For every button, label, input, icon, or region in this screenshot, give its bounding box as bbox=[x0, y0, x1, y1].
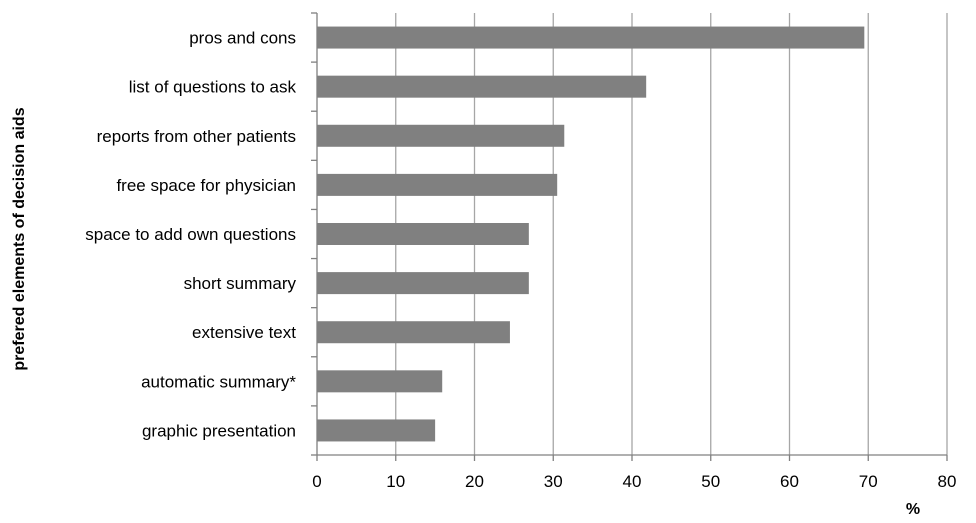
x-tick-label: 20 bbox=[465, 472, 484, 491]
x-tick-label: 0 bbox=[312, 472, 321, 491]
axes bbox=[311, 12, 948, 461]
category-label: short summary bbox=[184, 274, 297, 293]
category-label: reports from other patients bbox=[97, 127, 296, 146]
bar bbox=[317, 173, 558, 196]
bars bbox=[317, 26, 865, 442]
x-tick-label: 40 bbox=[623, 472, 642, 491]
bar bbox=[317, 124, 565, 147]
bar bbox=[317, 370, 443, 393]
category-label: automatic summary* bbox=[141, 372, 296, 391]
x-tick-label: 60 bbox=[780, 472, 799, 491]
category-label: graphic presentation bbox=[142, 421, 296, 440]
bar bbox=[317, 321, 510, 344]
x-tick-label: 30 bbox=[544, 472, 563, 491]
category-labels: pros and cons list of questions to ask rep… bbox=[85, 29, 296, 441]
category-label: list of questions to ask bbox=[129, 78, 297, 97]
x-tick-label: 70 bbox=[859, 472, 878, 491]
bar bbox=[317, 75, 647, 98]
category-label: space to add own questions bbox=[85, 225, 296, 244]
x-tick-label: 80 bbox=[938, 472, 957, 491]
category-label: pros and cons bbox=[189, 29, 296, 48]
bar bbox=[317, 419, 436, 442]
y-axis-title: prefered elements of decision aids bbox=[11, 107, 28, 370]
x-tick-label: 10 bbox=[386, 472, 405, 491]
category-label: extensive text bbox=[192, 323, 296, 342]
tick-labels: 0 10 20 30 40 50 60 70 80 bbox=[312, 472, 956, 491]
x-axis-title: % bbox=[906, 501, 920, 518]
category-label: free space for physician bbox=[116, 176, 296, 195]
bar bbox=[317, 26, 865, 49]
x-tick-label: 50 bbox=[701, 472, 720, 491]
bar bbox=[317, 272, 529, 295]
bar bbox=[317, 223, 529, 245]
